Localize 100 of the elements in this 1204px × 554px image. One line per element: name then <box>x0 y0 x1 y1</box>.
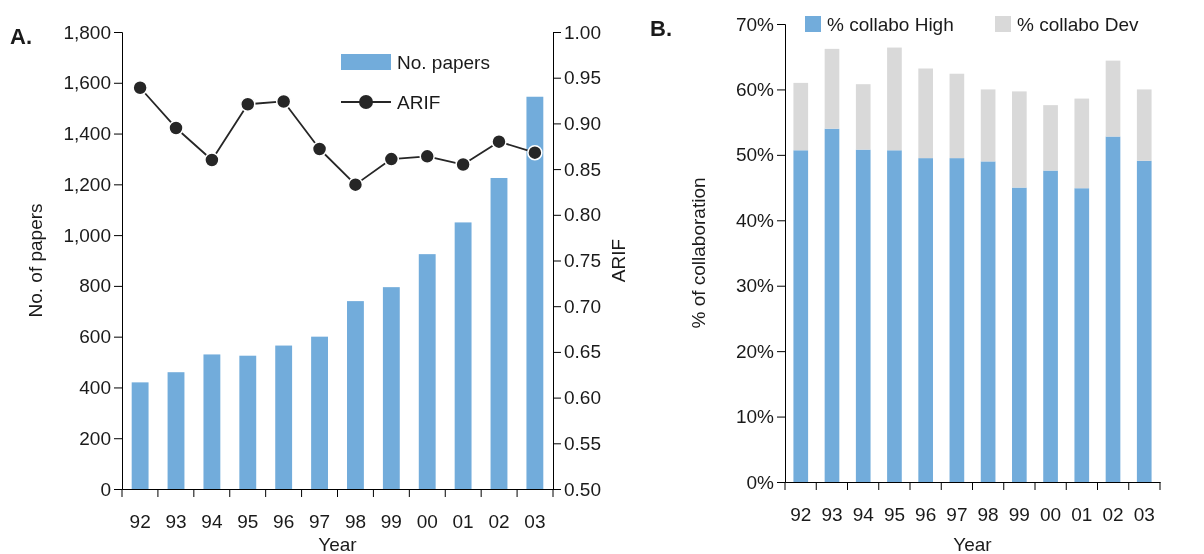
bar <box>980 89 996 162</box>
y-tick-label: 70% <box>735 13 775 35</box>
point <box>383 151 400 167</box>
x-tick-label: 00 <box>416 511 438 533</box>
y2-tick-label: 0.65 <box>564 341 601 363</box>
chart-title: A. <box>10 24 32 49</box>
bar <box>526 96 544 489</box>
legend-label: % collabo High <box>827 14 954 35</box>
x-tick-label: 98 <box>977 504 999 526</box>
x-tick-label: 03 <box>1133 504 1155 526</box>
y2-tick-label: 0.85 <box>564 158 601 180</box>
x-axis-title: Year <box>318 534 358 554</box>
y-tick-label: 1,800 <box>63 21 111 43</box>
legend-label: No. papers <box>397 52 490 73</box>
bar <box>203 354 221 489</box>
y-tick-label: 400 <box>79 377 111 399</box>
y-tick-label: 60% <box>735 79 775 101</box>
bar <box>980 161 996 482</box>
y-tick-label: 1,200 <box>63 173 111 195</box>
x-tick-label: 00 <box>1039 504 1062 526</box>
bar <box>949 158 965 482</box>
y-tick-label: 1,400 <box>63 123 111 145</box>
y-tick-label: 1,000 <box>63 224 111 246</box>
legend-label: ARIF <box>397 92 441 113</box>
y-tick-label: 0 <box>100 478 111 500</box>
x-tick-label: 02 <box>1102 504 1124 526</box>
y2-axis-title: ARIF <box>608 238 629 283</box>
point <box>132 80 148 96</box>
point <box>455 156 471 173</box>
point <box>240 96 256 112</box>
point <box>347 176 364 193</box>
y2-tick-label: 1.00 <box>564 21 601 43</box>
point <box>419 148 435 165</box>
y2-tick-label: 0.55 <box>564 432 601 454</box>
y-tick-label: 800 <box>79 275 111 297</box>
y2-tick-label: 0.70 <box>564 295 601 317</box>
bar <box>824 48 840 129</box>
x-tick-label: 02 <box>488 511 510 533</box>
bar <box>311 336 328 489</box>
x-tick-label: 92 <box>129 511 151 533</box>
point <box>527 144 543 161</box>
bar <box>1074 98 1090 189</box>
legend-label: % collabo Dev <box>1017 14 1139 35</box>
x-tick-label: 96 <box>273 511 295 533</box>
x-tick-label: 95 <box>237 511 259 533</box>
bar <box>418 254 436 489</box>
bar <box>1105 136 1121 482</box>
x-tick-label: 94 <box>201 511 223 533</box>
x-tick-label: 92 <box>790 504 812 526</box>
x-axis-title: Year <box>953 534 993 554</box>
x-tick-label: 01 <box>1071 504 1093 526</box>
bar <box>275 345 293 489</box>
bar <box>793 82 809 151</box>
x-tick-label: 94 <box>852 504 875 526</box>
point <box>311 141 328 157</box>
bar <box>239 355 257 489</box>
x-tick-label: 98 <box>344 511 367 533</box>
bar <box>167 372 185 489</box>
bar <box>1074 188 1090 482</box>
x-tick-label: 95 <box>883 504 906 526</box>
x-tick-label: 01 <box>452 511 474 533</box>
bar <box>855 84 871 150</box>
bar <box>824 128 840 482</box>
y-tick-label: 1,600 <box>63 72 111 94</box>
x-tick-label: 93 <box>821 504 843 526</box>
y2-tick-label: 0.75 <box>564 250 601 272</box>
point <box>491 133 507 150</box>
y2-tick-label: 0.60 <box>564 387 601 409</box>
bar <box>490 177 508 489</box>
bar <box>131 382 149 489</box>
y-tick-label: 20% <box>735 340 775 362</box>
x-tick-label: 97 <box>946 504 968 526</box>
point <box>275 93 292 110</box>
bar <box>382 287 400 489</box>
bar <box>793 150 809 482</box>
bar <box>887 150 902 482</box>
x-tick-label: 96 <box>915 504 937 526</box>
chart-title: B. <box>650 16 672 41</box>
bar <box>949 73 965 159</box>
y-tick-label: 30% <box>735 275 775 297</box>
y-axis-title: % of collaboration <box>688 177 709 329</box>
bar <box>1012 187 1027 482</box>
bar <box>855 149 871 482</box>
bar <box>1105 60 1121 137</box>
bar <box>1136 160 1152 482</box>
y2-tick-label: 0.90 <box>564 112 601 134</box>
bar <box>918 68 933 159</box>
x-tick-label: 93 <box>165 511 187 533</box>
bar <box>1043 170 1058 482</box>
bar <box>887 47 902 151</box>
x-tick-label: 03 <box>524 511 546 533</box>
x-tick-label: 99 <box>1008 504 1030 526</box>
bar <box>918 158 933 482</box>
x-tick-label: 97 <box>308 511 331 533</box>
y-tick-label: 10% <box>735 406 775 428</box>
point <box>168 120 184 136</box>
y-tick-label: 200 <box>79 427 111 449</box>
bar <box>454 222 472 489</box>
y2-tick-label: 0.50 <box>564 478 601 500</box>
bar <box>1136 89 1152 161</box>
